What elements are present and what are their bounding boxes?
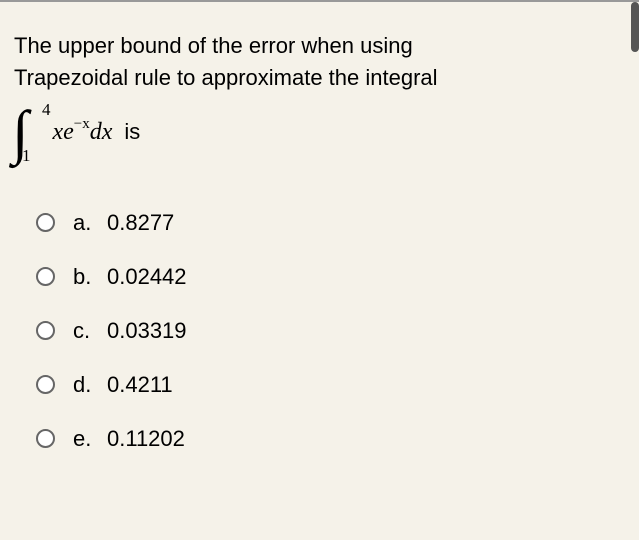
option-a[interactable]: a. 0.8277 [36, 210, 625, 236]
radio-icon[interactable] [36, 429, 55, 448]
integral-symbol-wrap: ∫ 4 1 [12, 102, 28, 162]
option-d[interactable]: d. 0.4211 [36, 372, 625, 398]
integral-upper-limit: 4 [42, 100, 51, 120]
scrollbar-thumb[interactable] [631, 2, 639, 52]
radio-icon[interactable] [36, 267, 55, 286]
radio-icon[interactable] [36, 213, 55, 232]
question-line-2: Trapezoidal rule to approximate the inte… [14, 65, 438, 90]
option-value: 0.02442 [107, 264, 187, 290]
option-letter: b. [73, 264, 107, 290]
option-letter: a. [73, 210, 107, 236]
integral-lower-limit: 1 [22, 146, 31, 166]
radio-icon[interactable] [36, 375, 55, 394]
question-container: The upper bound of the error when using … [0, 2, 639, 452]
option-value: 0.11202 [107, 426, 185, 452]
option-b[interactable]: b. 0.02442 [36, 264, 625, 290]
question-text: The upper bound of the error when using … [14, 30, 625, 94]
integral-expression: ∫ 4 1 xe−xdx is [14, 102, 625, 162]
option-value: 0.4211 [107, 372, 173, 398]
integrand-exponent: −x [74, 116, 90, 132]
option-value: 0.8277 [107, 210, 174, 236]
trailing-is: is [124, 119, 140, 144]
option-letter: c. [73, 318, 107, 344]
options-list: a. 0.8277 b. 0.02442 c. 0.03319 d. 0.421… [14, 210, 625, 452]
option-e[interactable]: e. 0.11202 [36, 426, 625, 452]
integrand-xe: xe [52, 119, 73, 145]
option-c[interactable]: c. 0.03319 [36, 318, 625, 344]
integrand: xe−xdx is [52, 118, 140, 146]
question-line-1: The upper bound of the error when using [14, 33, 413, 58]
option-letter: e. [73, 426, 107, 452]
radio-icon[interactable] [36, 321, 55, 340]
option-letter: d. [73, 372, 107, 398]
option-value: 0.03319 [107, 318, 187, 344]
integrand-dx: dx [90, 119, 113, 145]
